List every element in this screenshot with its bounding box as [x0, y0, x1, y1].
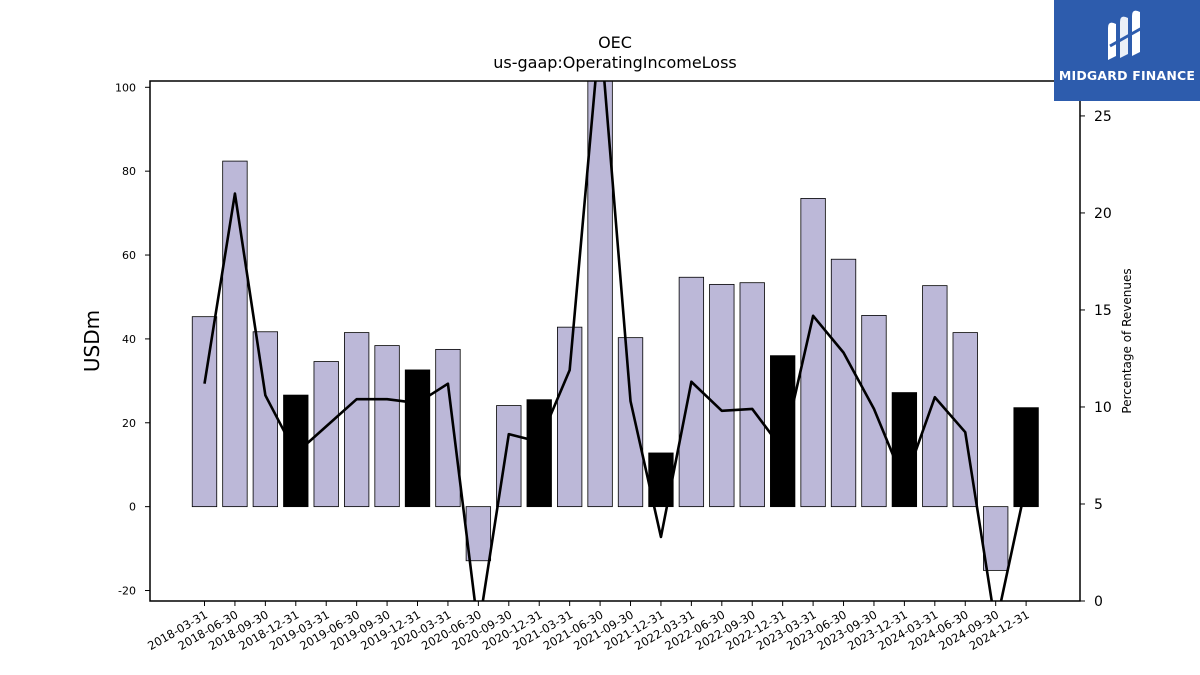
logo-text: MIDGARD FINANCE — [1058, 68, 1196, 83]
bar-2018-03-31 — [191, 316, 218, 508]
bar-2023-06-30 — [830, 258, 857, 508]
bar-2019-12-31 — [404, 369, 431, 508]
y2-tick-label: 5 — [1094, 497, 1103, 513]
percentage-line — [203, 81, 1028, 601]
y-tick-label: 0 — [129, 501, 136, 514]
bar-2024-12-31 — [1013, 407, 1039, 508]
y2-tick-label: 15 — [1094, 303, 1112, 319]
bar-series — [191, 81, 1039, 571]
bar-2020-03-31 — [435, 348, 461, 508]
line-series — [203, 81, 1028, 601]
bar-2018-09-30 — [252, 331, 279, 508]
y2-tick-label: 25 — [1094, 109, 1112, 125]
brand-logo: MIDGARD FINANCE — [1054, 0, 1200, 101]
y2-axis-label: Percentage of Revenues — [1120, 268, 1134, 413]
y-tick-label: 40 — [122, 333, 136, 346]
bar-2019-09-30 — [374, 345, 400, 508]
bar-2021-03-31 — [557, 326, 583, 508]
y2-tick-label: 0 — [1094, 594, 1103, 610]
bar-2022-12-31 — [770, 355, 796, 508]
y-tick-label: -20 — [118, 585, 136, 598]
y2-axis: 0 5 10 15 20 25 — [1080, 109, 1112, 610]
y-axis: -20 0 20 40 60 80 100 — [115, 81, 150, 598]
bar-2019-06-30 — [343, 332, 370, 508]
chart-title: OEC — [598, 33, 632, 52]
bar-2021-06-30 — [587, 81, 613, 508]
y2-tick-label: 10 — [1094, 400, 1112, 416]
bar-2022-09-30 — [739, 282, 765, 508]
y-tick-label: 60 — [122, 249, 136, 262]
bar-2020-12-31 — [526, 399, 552, 508]
logo-mark-icon — [1108, 10, 1143, 61]
bar-2024-09-30 — [983, 506, 1009, 571]
y-axis-label: USDm — [80, 310, 104, 372]
y-tick-label: 80 — [122, 165, 136, 178]
bar-2018-06-30 — [222, 160, 248, 508]
bar-2020-06-30 — [465, 506, 492, 562]
plot-frame — [149, 80, 1081, 602]
bar-2023-12-31 — [891, 392, 918, 508]
bar-2021-09-30 — [617, 337, 644, 508]
y2-tick-label: 20 — [1094, 206, 1112, 222]
y-tick-label: 100 — [115, 81, 136, 94]
x-axis: 2018-03-312018-06-302018-09-302018-12-31… — [145, 601, 1032, 653]
y-tick-label: 20 — [122, 417, 136, 430]
bar-2022-03-31 — [678, 276, 705, 508]
bar-2022-06-30 — [709, 283, 735, 508]
chart-subtitle: us-gaap:OperatingIncomeLoss — [493, 53, 737, 72]
